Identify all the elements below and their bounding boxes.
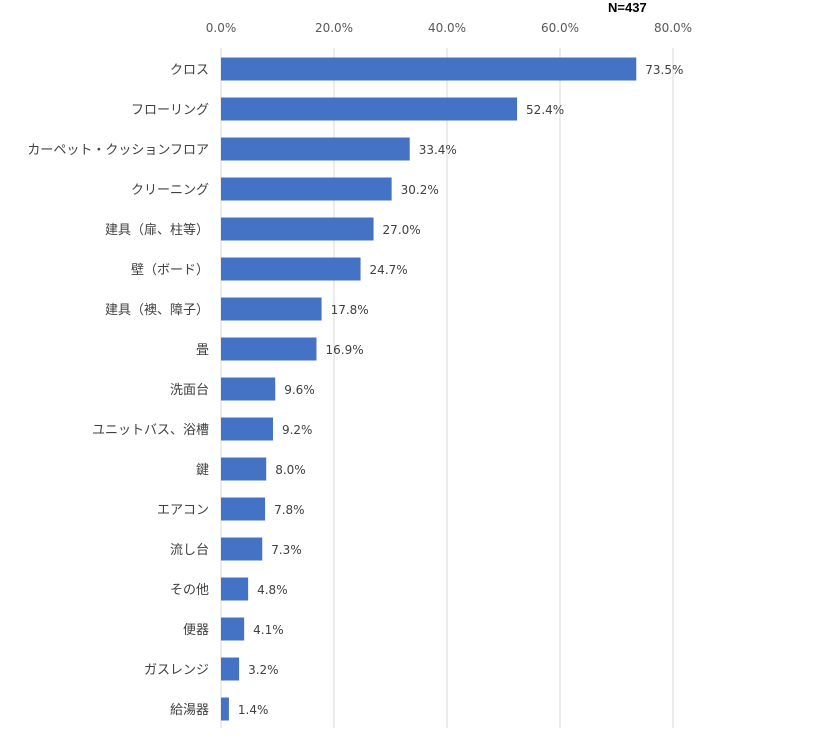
bar xyxy=(221,657,240,681)
category-label: エアコン xyxy=(157,503,209,518)
category-label: その他 xyxy=(170,583,209,598)
bar xyxy=(221,377,276,401)
data-label: 9.2% xyxy=(282,423,313,437)
x-tick-label: 20.0% xyxy=(315,21,353,35)
bar xyxy=(221,417,273,441)
data-label: 30.2% xyxy=(401,183,439,197)
x-tick-label: 60.0% xyxy=(541,21,579,35)
category-label: 便器 xyxy=(183,623,209,638)
data-label: 4.1% xyxy=(253,623,283,637)
bar xyxy=(221,697,229,721)
x-tick-label: 0.0% xyxy=(206,21,237,35)
data-label: 17.8% xyxy=(331,303,369,317)
bar xyxy=(221,457,267,481)
bars xyxy=(221,57,637,721)
data-label: 9.6% xyxy=(284,383,315,397)
category-label: ユニットバス、浴槽 xyxy=(92,423,209,438)
category-label: クロス xyxy=(170,63,209,78)
category-label: 給湯器 xyxy=(170,703,209,718)
bar xyxy=(221,577,249,601)
category-label: 建具（襖、障子） xyxy=(105,303,209,318)
bar xyxy=(221,177,392,201)
category-label: フローリング xyxy=(131,103,209,118)
x-tick-label: 80.0% xyxy=(654,21,692,35)
data-label: 27.0% xyxy=(383,223,421,237)
category-label: ガスレンジ xyxy=(144,663,209,678)
category-label: 畳 xyxy=(196,343,209,358)
value-labels: 73.5% 52.4% 33.4% 30.2% 27.0% 24.7% 17.8% 16.9%… xyxy=(238,63,683,717)
sample-size-note: N=437 xyxy=(608,0,647,15)
data-label: 16.9% xyxy=(325,343,363,357)
category-label: 鍵 xyxy=(196,462,209,478)
data-label: 33.4% xyxy=(419,143,457,157)
bar xyxy=(221,57,637,81)
category-label: 壁（ボード） xyxy=(131,263,209,278)
bar xyxy=(221,257,361,281)
bar xyxy=(221,537,263,561)
category-label: クリーニング xyxy=(131,183,209,198)
data-label: 7.8% xyxy=(274,503,305,517)
data-label: 7.3% xyxy=(271,543,302,557)
bar xyxy=(221,337,317,361)
bar xyxy=(221,217,374,241)
bar xyxy=(221,617,245,641)
data-label: 8.0% xyxy=(275,463,306,477)
bar xyxy=(221,137,410,161)
data-label: 73.5% xyxy=(645,63,683,77)
x-tick-label: 40.0% xyxy=(428,21,466,35)
category-label: 建具（扉、柱等） xyxy=(105,222,209,238)
data-label: 52.4% xyxy=(526,103,564,117)
bar xyxy=(221,497,266,521)
data-label: 24.7% xyxy=(370,263,408,277)
bar xyxy=(221,297,322,321)
data-label: 1.4% xyxy=(238,703,269,717)
data-label: 3.2% xyxy=(248,663,279,677)
data-label: 4.8% xyxy=(257,583,288,597)
category-label: 流し台 xyxy=(170,543,209,558)
x-axis-ticks: 0.0% 20.0% 40.0% 60.0% 80.0% xyxy=(206,21,692,35)
bar xyxy=(221,97,518,121)
category-label: カーペット・クッションフロア xyxy=(27,143,209,158)
category-label: 洗面台 xyxy=(170,383,209,398)
